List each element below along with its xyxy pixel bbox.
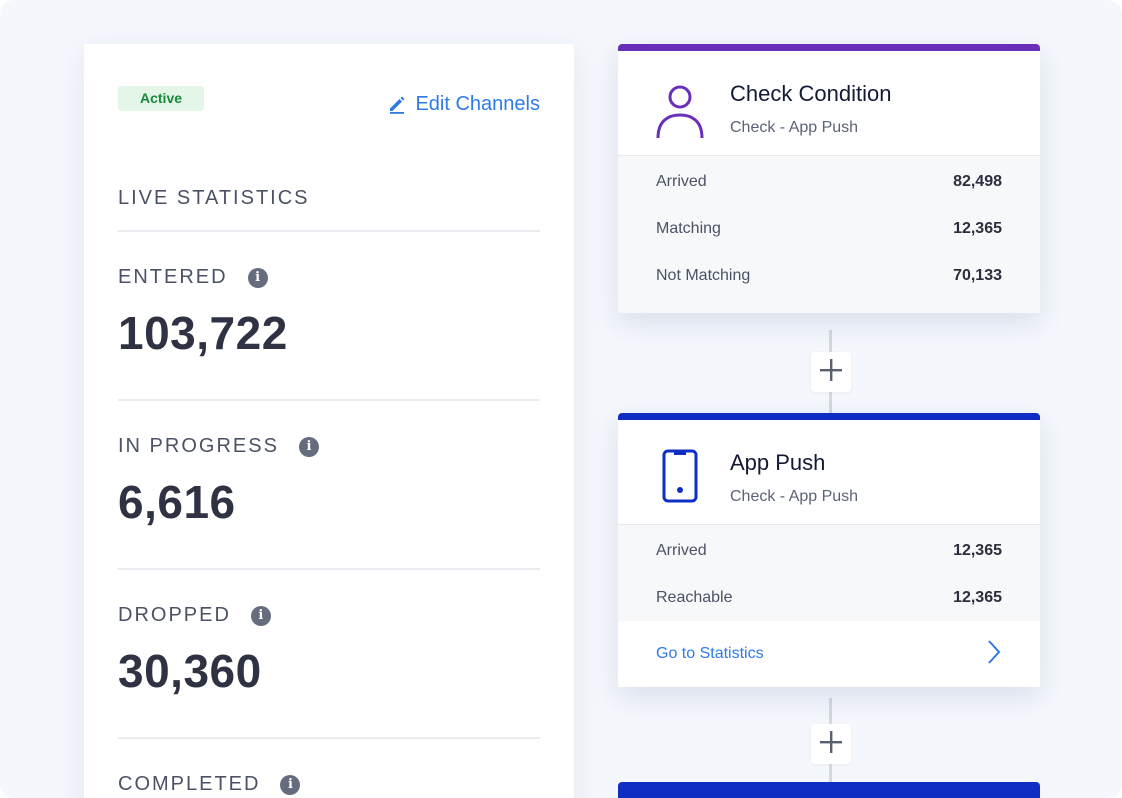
divider (118, 737, 540, 739)
stat-label-in-progress: IN PROGRESS i (118, 435, 319, 458)
go-to-statistics-link[interactable]: Go to Statistics (618, 621, 1040, 687)
status-badge: Active (118, 86, 205, 111)
stat-row: Arrived 82,498 (656, 172, 1002, 190)
section-title: LIVE STATISTICS (118, 187, 310, 209)
stat-value-in-progress: 6,616 (118, 476, 236, 528)
go-to-statistics-label: Go to Statistics (656, 645, 764, 662)
node-title: Check Condition (730, 81, 892, 106)
stat-row: Arrived 12,365 (656, 541, 1002, 559)
next-node-card[interactable] (618, 782, 1040, 798)
node-accent-bar (618, 413, 1040, 420)
node-subtitle: Check - App Push (730, 488, 859, 505)
stat-row: Not Matching 70,133 (656, 266, 1002, 284)
node-header: Check Condition Check - App Push (618, 51, 1040, 155)
plus-icon (819, 730, 843, 759)
edit-channels-label: Edit Channels (415, 92, 540, 115)
stat-value-dropped: 30,360 (118, 645, 262, 697)
info-icon[interactable]: i (250, 605, 271, 626)
check-condition-node-card[interactable]: Check Condition Check - App Push Arrived… (618, 44, 1040, 313)
add-step-button[interactable] (811, 724, 851, 764)
stat-label-completed: COMPLETED i (118, 773, 301, 796)
live-statistics-panel: Active Edit Channels LIVE STATISTICS ENT… (84, 44, 574, 798)
divider (118, 568, 540, 570)
info-icon[interactable]: i (280, 774, 301, 795)
app-push-node-card[interactable]: App Push Check - App Push Arrived 12,365… (618, 413, 1040, 687)
divider (118, 230, 540, 232)
node-header: App Push Check - App Push (618, 420, 1040, 524)
node-title: App Push (730, 450, 826, 475)
pencil-icon (387, 94, 407, 114)
node-subtitle: Check - App Push (730, 119, 859, 136)
chevron-right-icon (986, 639, 1002, 670)
node-stats: Arrived 12,365 Reachable 12,365 (618, 524, 1040, 621)
stat-label-dropped: DROPPED i (118, 604, 271, 627)
mobile-phone-icon (654, 448, 706, 511)
divider (118, 399, 540, 401)
stat-label-entered: ENTERED i (118, 266, 268, 289)
stat-row: Reachable 12,365 (656, 588, 1002, 606)
info-icon[interactable]: i (298, 436, 319, 457)
person-icon (654, 81, 706, 144)
stat-row: Matching 12,365 (656, 219, 1002, 237)
add-step-button[interactable] (811, 352, 851, 392)
plus-icon (819, 358, 843, 387)
edit-channels-button[interactable]: Edit Channels (387, 90, 540, 118)
node-stats: Arrived 82,498 Matching 12,365 Not Match… (618, 155, 1040, 313)
info-icon[interactable]: i (247, 267, 268, 288)
stat-value-entered: 103,722 (118, 307, 288, 359)
node-accent-bar (618, 44, 1040, 51)
